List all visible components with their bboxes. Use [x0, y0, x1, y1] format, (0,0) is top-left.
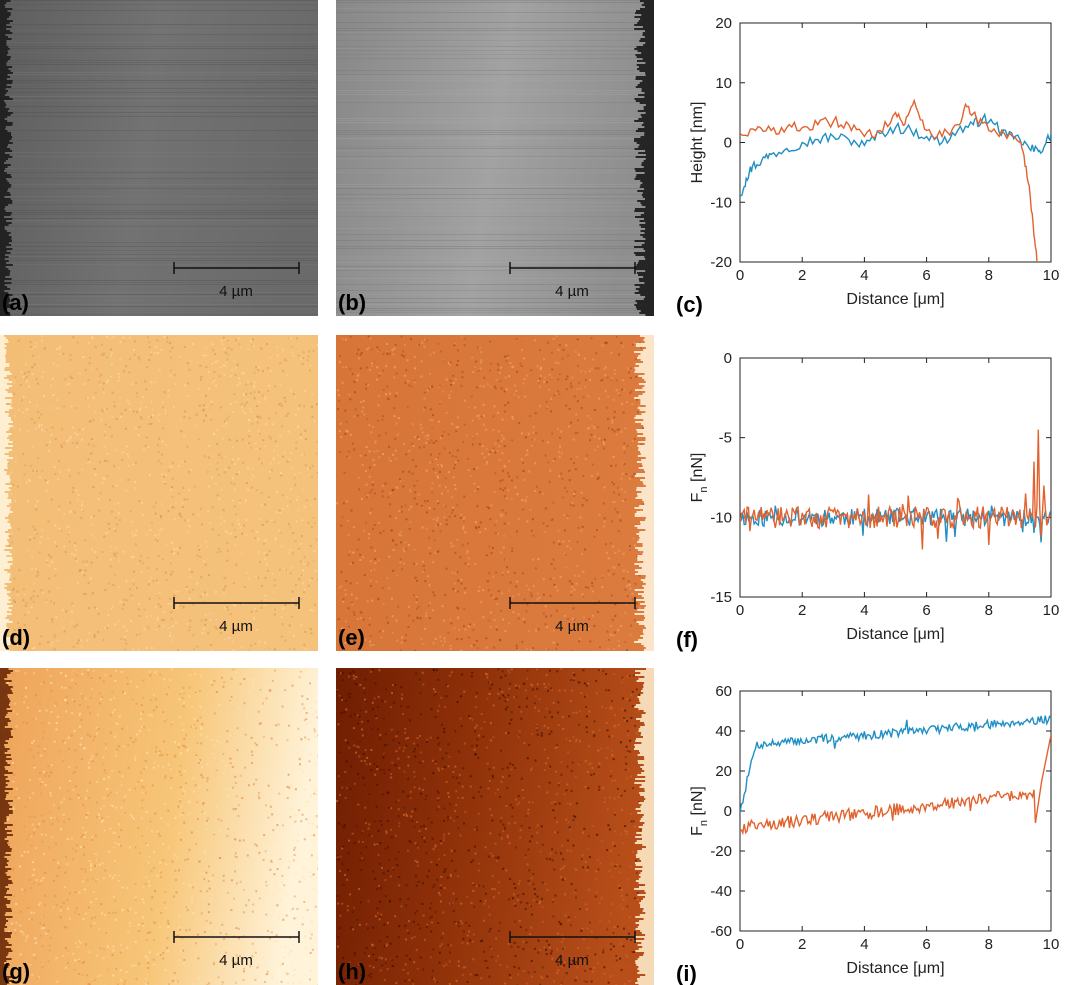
panel-label-g: (g)	[2, 959, 30, 984]
plot-area	[739, 22, 1052, 263]
x-tick-label: 4	[860, 936, 868, 953]
y-tick-label: -60	[710, 923, 732, 940]
image-panel-e-svg: 4 µm (e)	[336, 335, 654, 651]
image-panel-h: 4 µm (h)	[336, 668, 654, 985]
x-tick-label: 4	[860, 267, 868, 284]
scale-bar-label: 4 µm	[219, 283, 253, 300]
chart-i-svg: 0 2 4 6 8 10 -60 -40 -20 0 20 40 60 Distance [μm] Fn […	[676, 683, 1060, 985]
map-texture	[0, 335, 318, 651]
chart-c-svg: 0 2 4 6 8 10 -20 -10 0 10 20 Distance [μm] Height [n…	[676, 15, 1060, 317]
x-axis-label: Distance [μm]	[846, 960, 944, 977]
scale-bar: 4 µm	[173, 931, 300, 969]
y-tick-label: 20	[715, 15, 732, 32]
x-tick-label: 8	[985, 267, 993, 284]
scale-bar: 4 µm	[509, 931, 636, 969]
x-axis-label: Distance [μm]	[846, 626, 944, 643]
x-tick-label: 10	[1043, 267, 1060, 284]
image-panel-e: 4 µm (e)	[336, 335, 654, 651]
y-tick-label: 10	[715, 75, 732, 92]
panel-label-d: (d)	[2, 625, 30, 650]
y-tick-label: 60	[715, 683, 732, 700]
chart-f-svg: 0 2 4 6 8 10 -15 -10 -5 0 Distance [μm] Fn [nN] (f)	[676, 350, 1060, 652]
y-tick-label: -20	[710, 254, 732, 271]
panel-label-h: (h)	[338, 959, 366, 984]
series-line-retrace	[740, 429, 1051, 550]
image-panel-h-svg: 4 µm (h)	[336, 668, 654, 985]
y-tick-label: -5	[719, 430, 732, 447]
scale-bar-label: 4 µm	[555, 618, 589, 635]
panel-label-c: (c)	[676, 292, 703, 317]
image-panel-g: 4 µm (g)	[0, 668, 318, 985]
scale-bar: 4 µm	[173, 597, 300, 635]
y-axis-label: Height [nm]	[689, 102, 706, 184]
image-panel-b-svg: 4 µm (b)	[336, 0, 654, 316]
scale-bar-label: 4 µm	[219, 618, 253, 635]
x-tick-label: 6	[922, 936, 930, 953]
x-tick-label: 6	[922, 267, 930, 284]
x-tick-label: 2	[798, 936, 806, 953]
image-panel-d-svg: 4 µm (d)	[0, 335, 318, 651]
y-tick-label: -40	[710, 883, 732, 900]
scale-bar-label: 4 µm	[219, 952, 253, 969]
scale-bar-label: 4 µm	[555, 283, 589, 300]
chart-i: 0 2 4 6 8 10 -60 -40 -20 0 20 40 60 Distance [μm] Fn […	[670, 668, 1065, 985]
y-tick-label: -10	[710, 194, 732, 211]
y-tick-label: 0	[724, 135, 732, 152]
map-texture	[336, 335, 654, 651]
x-tick-label: 2	[798, 267, 806, 284]
panel-label-e: (e)	[338, 625, 365, 650]
y-tick-label: 0	[724, 803, 732, 820]
series-line-retrace	[740, 98, 1038, 262]
map-background	[336, 668, 654, 985]
panel-label-a: (a)	[2, 290, 29, 315]
x-tick-label: 0	[736, 936, 744, 953]
image-panel-a-svg: 4 µm (a)	[0, 0, 318, 316]
y-axis-label: Fn [nN]	[689, 786, 710, 836]
image-panel-d: 4 µm (d)	[0, 335, 318, 651]
y-tick-label: 20	[715, 763, 732, 780]
scale-bar: 4 µm	[509, 262, 636, 300]
image-panel-a: 4 µm (a)	[0, 0, 318, 316]
scale-bar: 4 µm	[173, 262, 300, 300]
map-background	[0, 0, 318, 316]
x-tick-label: 8	[985, 602, 993, 619]
x-tick-label: 2	[798, 602, 806, 619]
map-background	[0, 335, 318, 651]
image-panel-b: 4 µm (b)	[336, 0, 654, 316]
y-axis-label: Fn [nN]	[689, 453, 710, 503]
y-tick-label: 0	[724, 350, 732, 367]
chart-f: 0 2 4 6 8 10 -15 -10 -5 0 Distance [μm] Fn [nN] (f)	[670, 335, 1065, 660]
x-axis-label: Distance [μm]	[846, 291, 944, 308]
plot-area	[739, 357, 1052, 598]
map-texture	[336, 668, 654, 985]
x-tick-label: 4	[860, 602, 868, 619]
map-texture	[0, 668, 318, 985]
scale-bar-label: 4 µm	[555, 952, 589, 969]
y-tick-label: 40	[715, 723, 732, 740]
series-line-trace	[740, 715, 1051, 814]
x-tick-label: 6	[922, 602, 930, 619]
panel-label-f: (f)	[676, 627, 698, 652]
x-tick-label: 10	[1043, 936, 1060, 953]
panel-label-i: (i)	[676, 961, 697, 985]
x-tick-label: 8	[985, 936, 993, 953]
image-panel-g-svg: 4 µm (g)	[0, 668, 318, 985]
x-tick-label: 0	[736, 602, 744, 619]
x-tick-label: 10	[1043, 602, 1060, 619]
panel-label-b: (b)	[338, 290, 366, 315]
series-line-trace	[740, 112, 1051, 197]
x-tick-label: 0	[736, 267, 744, 284]
scale-bar: 4 µm	[509, 597, 636, 635]
map-background	[0, 668, 318, 985]
map-background	[336, 0, 654, 316]
series-line-retrace	[740, 734, 1051, 836]
y-tick-label: -15	[710, 589, 732, 606]
chart-c: 0 2 4 6 8 10 -20 -10 0 10 20 Distance [μm] Height [n…	[670, 0, 1065, 325]
y-tick-label: -20	[710, 843, 732, 860]
y-tick-label: -10	[710, 509, 732, 526]
